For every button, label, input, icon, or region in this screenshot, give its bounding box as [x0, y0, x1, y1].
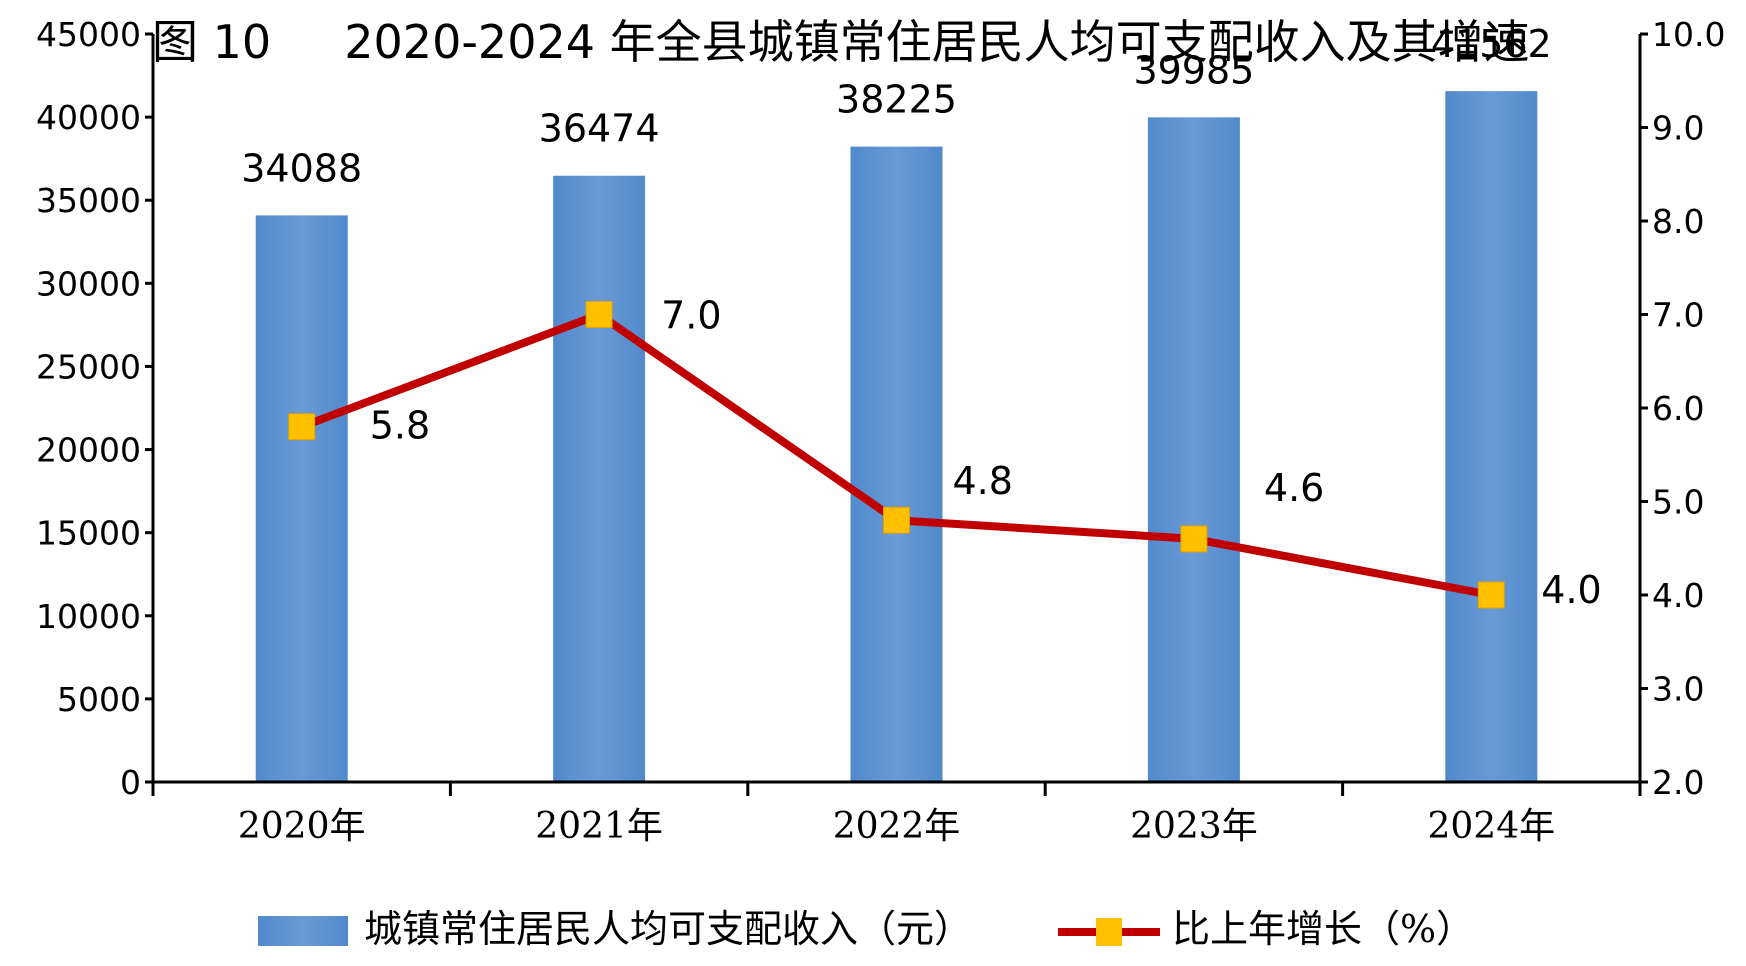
y-right-tick-label-2: 4.0: [1652, 576, 1704, 615]
line-value-label-3: 4.6: [1264, 466, 1324, 510]
x-tick-label-2: 2022年: [833, 806, 961, 847]
bar-value-label-0: 34088: [241, 146, 362, 190]
growth-marker-4: [1477, 581, 1505, 609]
line-value-label-4: 4.0: [1541, 568, 1601, 612]
y-right-tick-label-1: 3.0: [1652, 670, 1704, 709]
legend-bar-swatch: [258, 916, 348, 946]
y-left-tick-label-7: 35000: [36, 181, 141, 220]
y-left-tick-label-1: 5000: [57, 680, 141, 719]
y-left-tick-label-3: 15000: [36, 514, 141, 553]
x-tick-label-3: 2023年: [1130, 806, 1258, 847]
bar-2: [850, 146, 943, 783]
bar-value-label-2: 38225: [836, 78, 957, 122]
legend: 城镇常住居民人均可支配收入（元） 比上年增长（%）: [258, 907, 1474, 951]
legend-bar-label: 城镇常住居民人均可支配收入（元）: [364, 907, 972, 951]
y-left-tick-label-4: 20000: [36, 431, 141, 470]
y-left-tick-label-6: 30000: [36, 264, 141, 303]
line-series: [288, 301, 1505, 609]
bar-4: [1445, 91, 1538, 782]
y-right-tick-label-7: 9.0: [1652, 109, 1704, 148]
y-right-tick-label-6: 8.0: [1652, 202, 1704, 241]
x-tick-label-0: 2020年: [238, 806, 366, 847]
y-right-tick-label-8: 10.0: [1652, 15, 1725, 54]
bar-value-label-3: 39985: [1133, 48, 1254, 92]
bar-value-label-1: 36474: [539, 107, 660, 151]
data-labels: 34088 36474 38225 39985 41562 5.8 7.0 4.8 4.6 4.0: [241, 22, 1601, 612]
x-tick-label-4: 2024年: [1427, 806, 1555, 847]
y-left-tick-label-5: 25000: [36, 347, 141, 386]
bar-1: [553, 175, 646, 782]
growth-marker-1: [585, 301, 613, 328]
y-right-tick-label-0: 2.0: [1652, 763, 1704, 802]
axes: 0 5000 10000 15000 20000 25000 30000 35000 40000…: [36, 15, 1725, 847]
bar-0: [255, 215, 348, 782]
chart-title: 图 10 2020-2024 年全县城镇常住居民人均可支配收入及其增速: [152, 15, 1530, 69]
line-value-label-0: 5.8: [370, 404, 430, 448]
bar-series: [255, 91, 1538, 783]
growth-marker-2: [883, 506, 910, 534]
y-left-tick-label-9: 45000: [36, 15, 141, 54]
bar-value-label-4: 41562: [1431, 22, 1552, 66]
legend-line-marker: [1096, 918, 1122, 946]
y-left-tick-label-2: 10000: [36, 597, 141, 636]
y-right-tick-label-4: 6.0: [1652, 389, 1704, 428]
y-left-tick-label-8: 40000: [36, 98, 141, 137]
bar-3: [1147, 117, 1240, 782]
growth-marker-3: [1180, 525, 1208, 553]
legend-line-label: 比上年增长（%）: [1172, 907, 1474, 951]
line-value-label-1: 7.0: [661, 294, 721, 338]
x-tick-label-1: 2021年: [535, 806, 663, 847]
growth-marker-0: [288, 413, 316, 441]
y-right-tick-label-5: 7.0: [1652, 296, 1704, 335]
line-value-label-2: 4.8: [953, 459, 1013, 503]
y-left-tick-label-0: 0: [120, 763, 141, 802]
y-right-tick-label-3: 5.0: [1652, 483, 1704, 522]
